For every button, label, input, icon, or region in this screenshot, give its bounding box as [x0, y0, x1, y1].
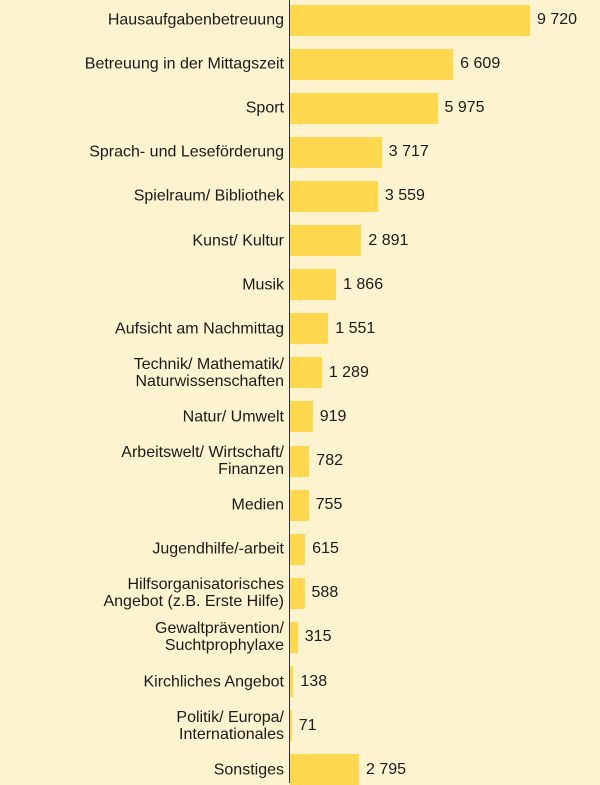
value-label: 1 551 — [335, 319, 376, 337]
value-label: 615 — [312, 540, 339, 558]
value-label: 782 — [316, 452, 343, 469]
category-label: Musik — [242, 276, 284, 294]
value-label: 138 — [300, 672, 328, 690]
category-label: Sport — [245, 99, 284, 117]
value-label: 2 891 — [368, 231, 409, 249]
bar — [290, 136, 382, 168]
value-label: 755 — [315, 496, 343, 514]
category-label: Politik/ Europa/ Internationales — [176, 708, 284, 743]
value-label: 71 — [298, 716, 317, 734]
bar — [290, 754, 359, 785]
category-label: Jugendhilfe/-arbeit — [152, 540, 284, 558]
bar — [290, 180, 378, 212]
category-label: Sonstiges — [213, 761, 284, 779]
category-label: Natur/ Umwelt — [182, 408, 284, 426]
bar — [290, 92, 438, 124]
category-label: Hausaufgabenbetreuung — [107, 11, 284, 29]
bar — [290, 621, 298, 653]
value-label: 3 717 — [388, 143, 429, 161]
category-label: Technik/ Mathematik/ Naturwissenschaften — [133, 355, 284, 390]
bar — [290, 666, 294, 697]
bar — [290, 225, 362, 256]
category-label: Medien — [231, 496, 284, 514]
bar — [290, 4, 530, 36]
bar — [290, 489, 309, 521]
value-label: 315 — [304, 628, 332, 646]
bar — [290, 357, 322, 389]
value-label: 6 609 — [460, 55, 501, 73]
bar — [290, 48, 454, 80]
value-label: 1 866 — [343, 275, 384, 293]
category-label: Kunst/ Kultur — [192, 232, 284, 249]
bar — [290, 710, 292, 742]
category-label: Betreuung in der Mittagszeit — [84, 55, 284, 73]
bar — [290, 533, 306, 565]
bar — [290, 401, 313, 433]
value-label: 2 795 — [366, 760, 407, 778]
category-label: Spielraum/ Bibliothek — [133, 187, 284, 205]
bar — [290, 577, 305, 609]
bar — [290, 313, 329, 345]
category-label: Hilfsorganisatorisches Angebot (z.B. Ers… — [103, 576, 284, 611]
value-label: 9 720 — [537, 11, 578, 28]
value-label: 919 — [319, 407, 347, 425]
category-label: Sprach- und Leseförderung — [89, 143, 284, 161]
value-label: 3 559 — [384, 187, 425, 205]
value-label: 5 975 — [444, 99, 485, 117]
category-label: Gewaltprävention/ Suchtprophylaxe — [155, 620, 284, 655]
category-label: Arbeitswelt/ Wirtschaft/ Finanzen — [121, 444, 284, 478]
category-label: Aufsicht am Nachmittag — [115, 320, 284, 338]
category-label: Kirchliches Angebot — [143, 673, 284, 690]
value-label: 1 289 — [328, 363, 369, 381]
bar — [290, 445, 310, 477]
value-label: 588 — [311, 584, 339, 602]
bar — [290, 269, 337, 301]
axis-line — [289, 0, 290, 783]
